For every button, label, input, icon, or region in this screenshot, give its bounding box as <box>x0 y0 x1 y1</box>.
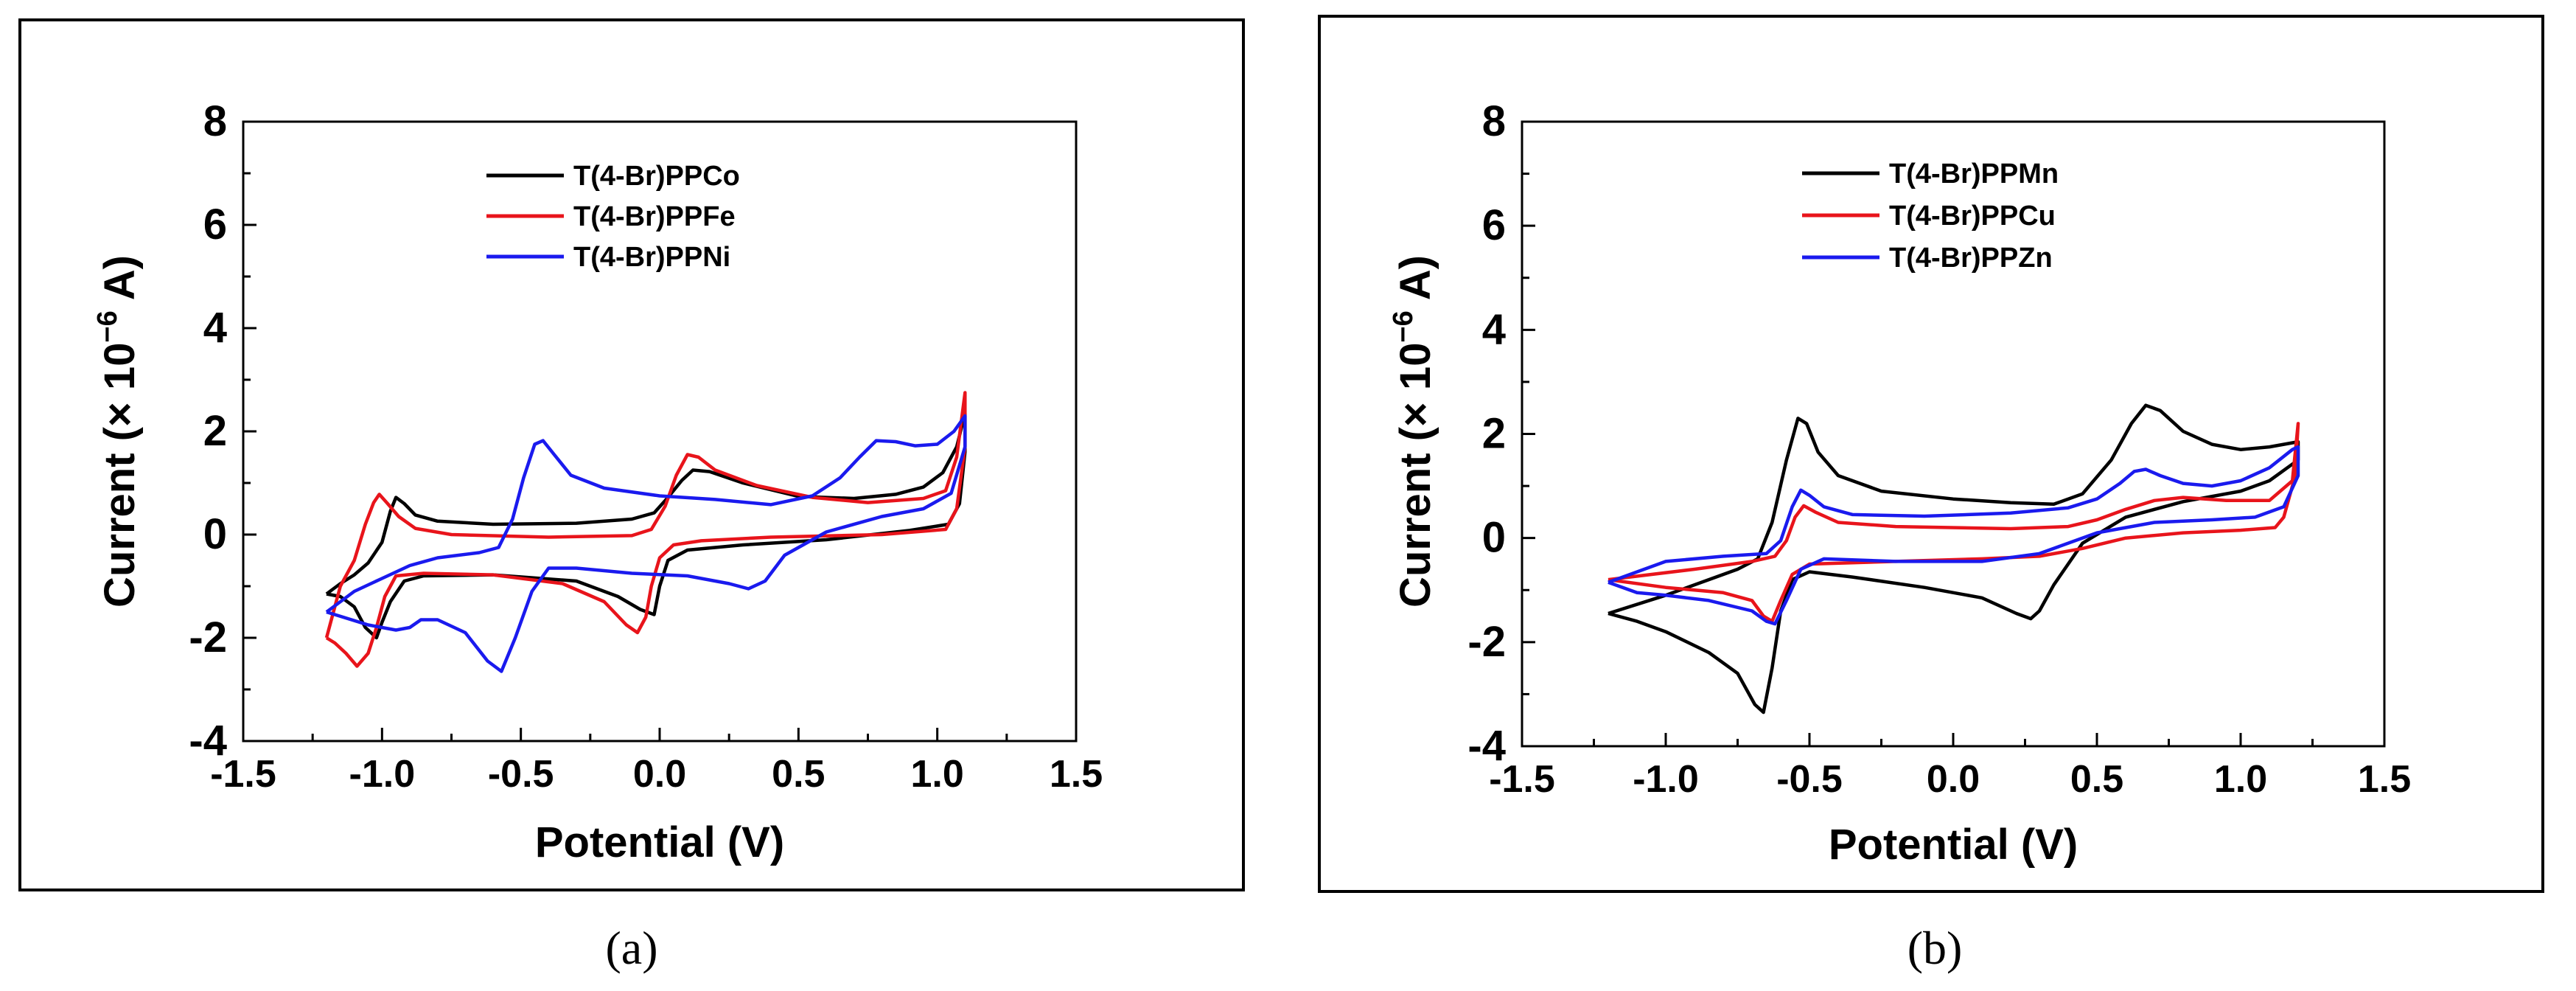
x-tick-label: 0.0 <box>1927 758 1980 801</box>
panel-b-series <box>1608 403 2300 714</box>
panel-b-x-ticks: -1.5 -1.0 -0.5 0.0 0.5 1.0 1.5 <box>1489 733 2411 801</box>
panel-a-caption: (a) <box>605 922 657 974</box>
y-tick-label: -2 <box>189 613 227 661</box>
panel-a-frame <box>18 18 1245 891</box>
x-tick-label: -1.0 <box>349 753 416 796</box>
y-tick-label: -4 <box>1467 722 1506 770</box>
panel-b-y-ticks: -4 -2 0 2 4 6 8 <box>1467 97 1535 770</box>
legend-label: T(4-Br)PPZn <box>1889 243 2053 274</box>
x-tick-label: 1.0 <box>911 753 964 796</box>
panel-b-legend: T(4-Br)PPMn T(4-Br)PPCu T(4-Br)PPZn <box>1802 159 2059 274</box>
y-tick-label: -4 <box>189 717 227 765</box>
y-tick-label: 8 <box>1482 97 1506 145</box>
panel-a: -1.5 -1.0 -0.5 0.0 0.5 1.0 1.5 -4 -2 0 2 4 6 8 T(4-B… <box>18 18 1245 974</box>
x-tick-label: 1.5 <box>2358 758 2411 801</box>
y-tick-label: 0 <box>203 510 227 558</box>
x-tick-label: 0.5 <box>2070 758 2123 801</box>
panel-b-y-axis-label: Current (× 10−6 A) <box>1388 255 1439 608</box>
panel-a-x-ticks: -1.5 -1.0 -0.5 0.0 0.5 1.0 1.5 <box>210 728 1103 796</box>
panel-b-y-label-prefix: Current (× 10 <box>1392 343 1439 608</box>
x-tick-label: 1.5 <box>1050 753 1103 796</box>
y-tick-label: 8 <box>203 97 227 145</box>
panel-a-y-ticks: -4 -2 0 2 4 6 8 <box>189 97 256 765</box>
x-tick-label: -1.0 <box>1633 758 1699 801</box>
legend-label: T(4-Br)PPNi <box>573 242 730 273</box>
panel-b-frame <box>1318 15 2544 893</box>
panel-b-caption: (b) <box>1907 922 1963 974</box>
y-tick-label: 4 <box>1482 305 1506 353</box>
y-tick-label: 2 <box>1482 410 1506 458</box>
x-tick-label: 1.0 <box>2214 758 2267 801</box>
panel-a-legend: T(4-Br)PPCo T(4-Br)PPFe T(4-Br)PPNi <box>486 161 740 273</box>
y-tick-label: 4 <box>203 304 227 352</box>
panel-a-y-label-suffix: A) <box>96 255 144 310</box>
x-tick-label: -0.5 <box>1776 758 1843 801</box>
x-tick-label: 0.5 <box>772 753 825 796</box>
panel-a-y-axis-label: Current (× 10−6 A) <box>92 255 144 608</box>
legend-label: T(4-Br)PPCu <box>1889 201 2056 232</box>
panel-b: -1.5 -1.0 -0.5 0.0 0.5 1.0 1.5 -4 -2 0 2 4 6 8 T(4-B… <box>1318 15 2544 974</box>
y-tick-label: 2 <box>203 407 227 455</box>
legend-label: T(4-Br)PPFe <box>573 201 736 232</box>
series-line-t-4-br-ppzn <box>1608 445 2300 626</box>
y-tick-label: 0 <box>1482 514 1506 562</box>
panel-b-y-label-exponent: −6 <box>1388 310 1419 342</box>
panel-a-series <box>324 391 967 673</box>
legend-label: T(4-Br)PPCo <box>573 161 740 192</box>
x-tick-label: -1.5 <box>210 753 276 796</box>
x-tick-label: -1.5 <box>1489 758 1555 801</box>
panel-a-y-label-exponent: −6 <box>92 310 123 342</box>
series-line-t-4-br-ppni <box>325 414 967 673</box>
y-tick-label: 6 <box>1482 201 1506 249</box>
legend-label: T(4-Br)PPMn <box>1889 159 2059 189</box>
series-line-t-4-br-ppcu <box>1608 422 2300 623</box>
x-tick-label: -0.5 <box>488 753 554 796</box>
y-tick-label: 6 <box>203 201 227 248</box>
panel-a-y-label-prefix: Current (× 10 <box>96 343 144 608</box>
panel-a-x-axis-label: Potential (V) <box>535 818 784 866</box>
series-line-t-4-br-ppfe <box>324 391 967 668</box>
panel-b-y-label-suffix: A) <box>1392 255 1439 310</box>
y-tick-label: -2 <box>1467 618 1506 666</box>
x-tick-label: 0.0 <box>633 753 686 796</box>
panel-b-x-axis-label: Potential (V) <box>1829 821 2078 869</box>
